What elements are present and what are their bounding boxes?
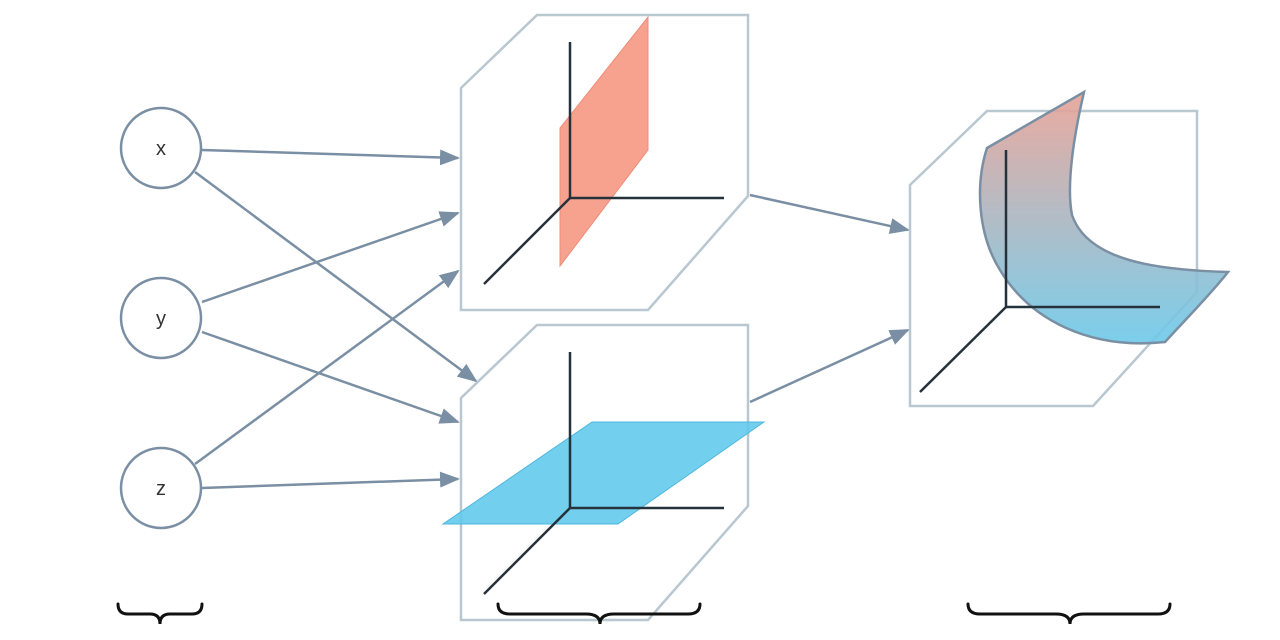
axes [483,42,724,285]
hidden-panel-red-plane [459,13,750,312]
input-label-x: x [156,138,166,160]
arrow-red-plane-to-surface [749,193,910,234]
arrow-x-to-red-plane [201,148,460,166]
arrow-z-to-red-plane [194,269,460,466]
connections [194,148,910,490]
axes [483,352,724,595]
blue-plane [441,421,766,525]
curved-surface [978,89,1231,345]
input-label-z: z [156,478,166,500]
hidden-layer-brace [496,602,702,625]
arrow-y-to-blue-plane [201,330,460,424]
hidden-panel-blue-plane [441,323,766,622]
input-label-y: y [156,308,166,330]
output-layer-brace [966,602,1172,625]
output-panel-surface [908,89,1231,408]
arrow-z-to-blue-plane [201,471,460,490]
input-node-y: y [119,276,203,360]
panel-frame [459,13,750,312]
panel-frame [459,323,750,622]
arrow-blue-plane-to-surface [749,328,910,404]
panel-frame [908,109,1199,408]
layer-braces [116,602,1172,625]
arrow-x-to-blue-plane [194,170,478,383]
red-plane [559,15,649,268]
arrow-y-to-red-plane [201,211,460,304]
input-node-z: z [119,446,203,530]
input-node-x: x [119,106,203,190]
input-layer-brace [116,602,204,625]
axes [919,150,1160,393]
